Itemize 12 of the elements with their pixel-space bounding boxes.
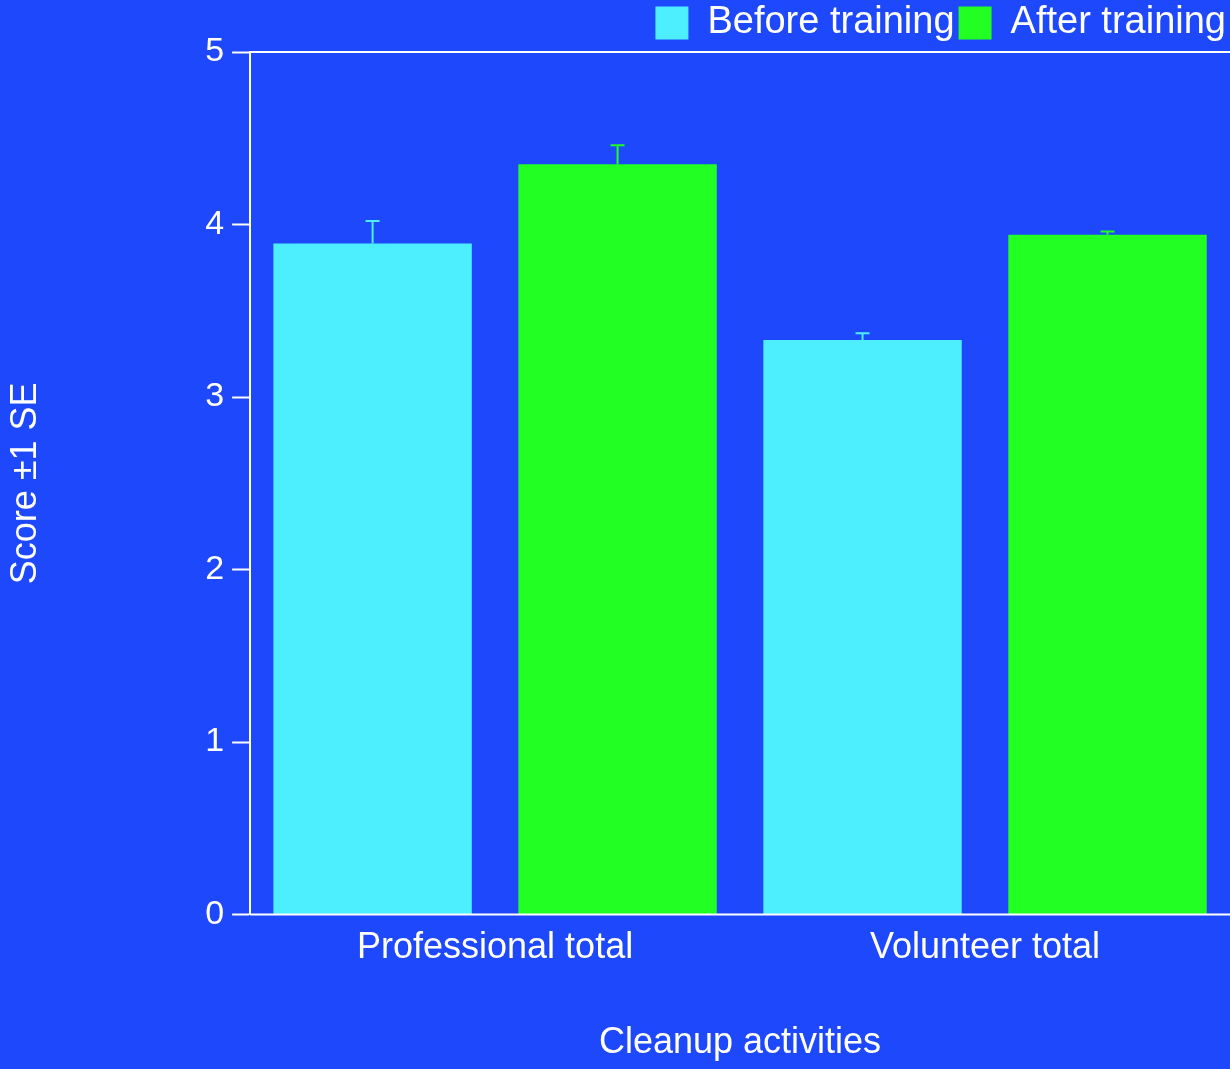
y-tick-label: 4 xyxy=(205,202,225,241)
y-tick-label: 2 xyxy=(205,547,225,586)
y-tick-label: 1 xyxy=(205,720,225,759)
x-axis-title: Cleanup activities xyxy=(598,1020,882,1062)
y-tick-label: 3 xyxy=(205,375,225,414)
x-tick-label: Volunteer total xyxy=(869,925,1101,967)
y-tick-label: 0 xyxy=(205,892,225,931)
legend-label: After training xyxy=(1010,0,1227,42)
legend-label: Before training xyxy=(707,0,955,42)
y-axis-title: Score ±1 SE xyxy=(2,382,44,585)
x-tick-label: Professional total xyxy=(357,925,634,967)
y-tick-label: 5 xyxy=(205,30,225,69)
